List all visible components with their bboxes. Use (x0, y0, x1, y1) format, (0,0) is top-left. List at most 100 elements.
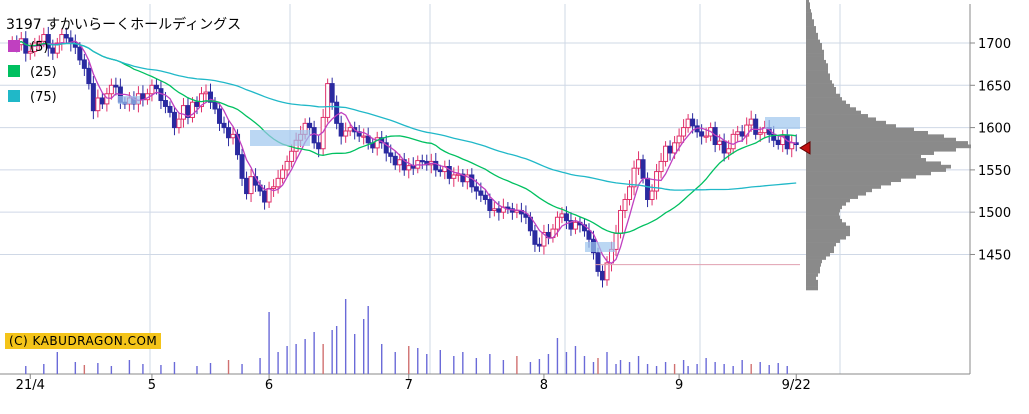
candle-body (482, 194, 488, 200)
candle-body (217, 108, 223, 124)
legend-ma75: (75) (8, 90, 57, 105)
candle-body (271, 186, 277, 189)
volume-profile-bar (806, 283, 818, 287)
candle-body (640, 159, 646, 179)
price-tick-label: 1700 (978, 37, 1011, 52)
price-axis-labels: 1700 1650 1600 1550 1500 1450 (970, 37, 1011, 263)
candle-body (388, 152, 394, 157)
candle-body (365, 135, 371, 144)
volume-profile-bar (806, 168, 946, 172)
chart-title: 3197 すかいらーくホールディングス (6, 17, 242, 33)
candle-body (194, 101, 200, 107)
candle-body (667, 145, 673, 154)
volume-profile-bar (806, 276, 816, 281)
candle-body (568, 220, 574, 230)
candle-body (726, 148, 732, 154)
volume-profile-bar (806, 202, 846, 206)
candle-body (775, 139, 781, 146)
candle-body (198, 93, 204, 107)
volume-profile-bar (806, 222, 846, 227)
candle-body (563, 213, 569, 222)
candle-body (433, 160, 439, 171)
volume-profile-bar (806, 262, 821, 267)
ma-line-75 (48, 42, 797, 191)
candle-body (658, 160, 664, 173)
candle-body (627, 186, 633, 200)
candle-body (180, 105, 186, 120)
price-tick-label: 1650 (978, 79, 1011, 94)
volume-profile-bar (806, 86, 836, 91)
candle-body (541, 231, 547, 247)
candle-body (599, 270, 605, 281)
volume-profile-bar (806, 229, 850, 233)
volume-profile-bar (806, 195, 858, 199)
volume-profile-bar (806, 100, 846, 105)
candle-body (672, 142, 678, 154)
candle-body (77, 46, 83, 61)
candle-body (586, 230, 592, 240)
volume-profile-bar (806, 97, 842, 101)
volume-profile-bar (806, 127, 914, 132)
volume-profile-bar (806, 120, 886, 125)
chart-markers (118, 96, 811, 266)
candle-body (95, 97, 101, 112)
candle-body (59, 34, 65, 44)
candle-body (789, 142, 795, 150)
candle-body (455, 173, 461, 176)
volume-profile-bar (806, 225, 850, 230)
candle-body (757, 132, 763, 135)
candle-body (311, 127, 317, 144)
volume-profile-bar (806, 73, 830, 78)
candle-body (523, 213, 529, 218)
price-zone-box (765, 117, 800, 129)
price-tick-label: 1600 (978, 122, 1011, 137)
candle-body (189, 101, 195, 118)
moving-averages (12, 40, 797, 265)
ma-line-25 (12, 40, 797, 234)
volume-profile-bar (806, 56, 824, 61)
volume-profile-bar (806, 147, 956, 152)
candle-body (81, 59, 87, 69)
volume-profile-bar (806, 12, 812, 17)
candle-body (437, 169, 443, 173)
candle-body (496, 208, 502, 213)
candle-body (595, 252, 601, 272)
volume-profile-bar (806, 22, 814, 27)
volume-profile-bar (806, 235, 846, 240)
date-tick-label: 7 (405, 378, 413, 393)
volume-profile-bar (806, 26, 816, 30)
volume-profile-bar (806, 185, 881, 189)
volume-profile-bar (806, 80, 832, 84)
candle-body (663, 145, 669, 162)
candle-body (784, 135, 790, 150)
volume-profile-bar (806, 114, 868, 118)
volume-profile-bar (806, 279, 818, 284)
volume-profile-bar (806, 266, 820, 271)
candle-body (99, 97, 105, 105)
price-zone-box (250, 130, 310, 146)
candle-body (171, 111, 177, 129)
candle-body (392, 155, 398, 166)
candle-body (203, 91, 209, 95)
volume-profile-bar (806, 232, 850, 237)
volume-profile-bar (806, 19, 814, 23)
volume-profile-bar (806, 212, 839, 216)
candle-body (329, 83, 335, 103)
date-tick-label: 6 (265, 378, 273, 393)
volume-profile-bar (806, 174, 916, 179)
candle-body (153, 84, 159, 90)
candle-body (167, 105, 173, 113)
candle-body (343, 130, 349, 137)
volume-profile-bar (806, 43, 822, 47)
candle-body (248, 176, 254, 195)
volume-profile-bar (806, 154, 921, 159)
date-tick-label: 9 (675, 378, 683, 393)
candle-body (208, 91, 214, 103)
candle-body (735, 131, 741, 135)
candle-body (739, 131, 745, 137)
candle-body (266, 187, 272, 203)
legend-ma5: (5) (8, 40, 48, 55)
volume-profile-bar (806, 198, 850, 203)
volume-profile-bar (806, 144, 971, 149)
